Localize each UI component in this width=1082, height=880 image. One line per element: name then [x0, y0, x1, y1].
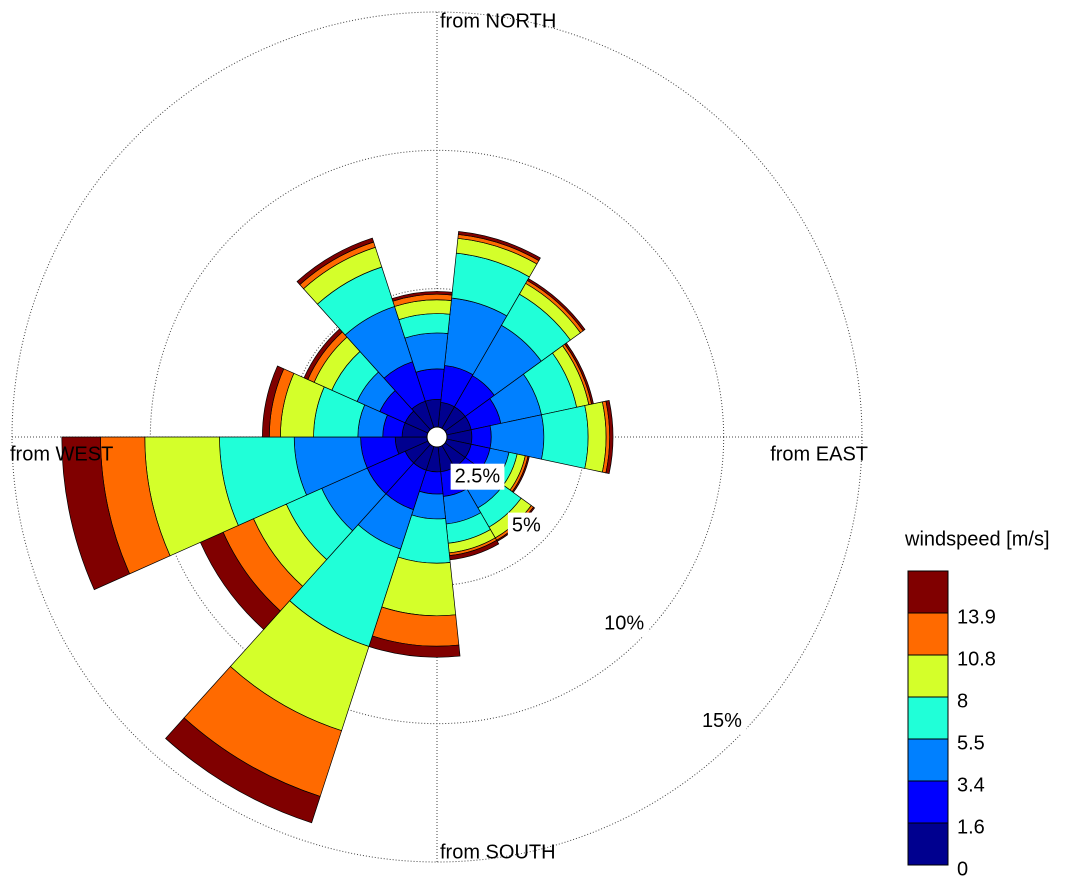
direction-label: from NORTH	[440, 10, 556, 32]
wind-sector	[165, 717, 321, 824]
ring-label-bg	[600, 610, 649, 637]
wind-sector	[541, 405, 589, 469]
wind-sector	[584, 401, 607, 473]
ring-label-bg	[507, 512, 546, 539]
ring-label: 5%	[512, 515, 541, 537]
colorbar-tick-label: 5.5	[957, 732, 985, 754]
colorbar-tick-label: 13.9	[957, 606, 996, 628]
center-hole	[426, 426, 448, 448]
wind-sector	[526, 278, 586, 332]
wind-sector	[262, 365, 285, 438]
colorbar-swatch	[907, 738, 949, 782]
colorbar-swatch	[907, 780, 949, 824]
colorbar-swatch	[907, 654, 949, 698]
colorbar-tick-label: 8	[957, 690, 968, 712]
wind-sector	[296, 237, 375, 286]
colorbar-swatch	[907, 612, 949, 656]
wind-sector	[391, 291, 453, 302]
wind-sector	[61, 436, 131, 591]
ring-label: 2.5%	[455, 466, 501, 488]
colorbar-tick-label: 0	[957, 858, 968, 880]
ring-label-bg	[450, 463, 505, 490]
colorbar-swatch	[907, 822, 949, 866]
colorbar-tick-label: 1.6	[957, 816, 985, 838]
wind-sector	[457, 231, 541, 262]
colorbar-swatch	[907, 570, 949, 614]
direction-label: from WEST	[10, 443, 113, 465]
ring-label-bg	[697, 708, 747, 735]
wind-sector	[605, 399, 614, 475]
direction-label: from EAST	[770, 443, 868, 465]
colorbar-tick-label: 3.4	[957, 774, 985, 796]
colorbar-title: windspeed [m/s]	[904, 528, 1050, 550]
colorbar-tick-label: 10.8	[957, 648, 996, 670]
ring-label: 15%	[702, 710, 742, 732]
colorbar-swatch	[907, 696, 949, 740]
direction-label: from SOUTH	[440, 841, 556, 863]
ring-label: 10%	[604, 612, 644, 634]
grid-ring	[11, 11, 863, 863]
